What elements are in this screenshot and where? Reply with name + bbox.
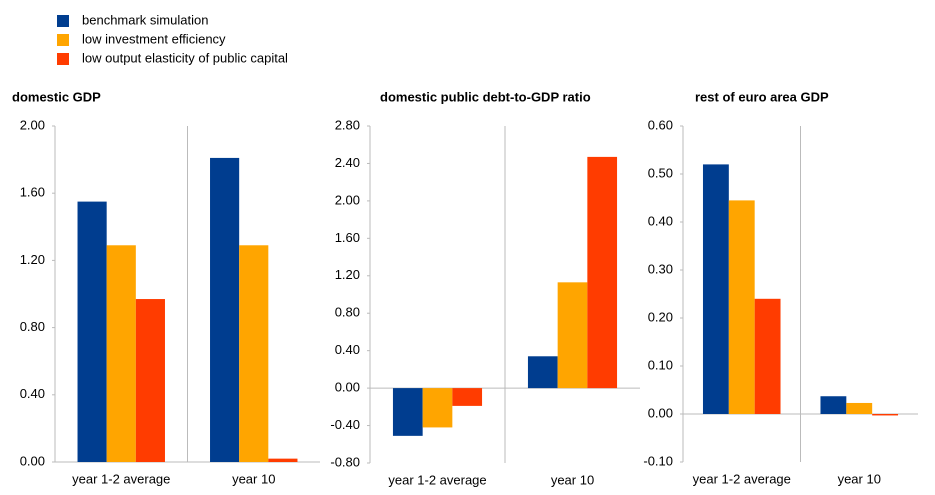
y-tick-label: 0.40 — [20, 386, 45, 401]
bar — [754, 298, 781, 414]
y-tick-label: 1.20 — [20, 252, 45, 267]
legend-swatch — [57, 15, 69, 27]
bar — [846, 402, 873, 414]
bar — [702, 164, 729, 414]
y-tick-label: 0.00 — [648, 405, 673, 420]
bar — [452, 388, 483, 406]
y-tick-label: 0.10 — [648, 357, 673, 372]
y-tick-label: 1.60 — [20, 185, 45, 200]
y-tick-label: 0.30 — [648, 261, 673, 276]
bar — [77, 201, 107, 462]
y-tick-label: 0.60 — [648, 117, 673, 132]
bar — [106, 245, 136, 462]
y-tick-label: 0.80 — [335, 305, 360, 320]
y-tick-label: 0.20 — [648, 309, 673, 324]
y-tick-label: 1.60 — [335, 230, 360, 245]
y-tick-label: 1.20 — [335, 267, 360, 282]
x-tick-label: year 1-2 average — [693, 471, 791, 486]
bar — [210, 157, 240, 463]
bar — [820, 396, 847, 414]
legend-label: low output elasticity of public capital — [82, 50, 288, 65]
x-tick-label: year 1-2 average — [388, 472, 486, 487]
x-tick-label: year 10 — [551, 472, 594, 487]
y-tick-label: 2.40 — [335, 155, 360, 170]
bar — [422, 388, 453, 428]
chart-title: domestic GDP — [12, 89, 101, 104]
y-tick-label: 0.00 — [335, 380, 360, 395]
chart-title: domestic public debt-to-GDP ratio — [380, 89, 591, 104]
legend-label: benchmark simulation — [82, 12, 208, 27]
y-tick-label: 0.50 — [648, 165, 673, 180]
y-tick-label: 2.00 — [20, 117, 45, 132]
bar — [239, 245, 269, 462]
legend-label: low investment efficiency — [82, 31, 226, 46]
bar — [728, 200, 755, 414]
bar — [557, 282, 588, 389]
y-tick-label: -0.10 — [643, 453, 673, 468]
bar — [392, 388, 423, 436]
y-tick-label: 2.00 — [335, 192, 360, 207]
y-tick-label: 0.40 — [335, 342, 360, 357]
x-tick-label: year 10 — [838, 471, 881, 486]
chart-title: rest of euro area GDP — [695, 89, 829, 104]
bar — [527, 356, 558, 389]
y-tick-label: -0.80 — [330, 454, 360, 469]
y-tick-label: -0.40 — [330, 417, 360, 432]
x-tick-label: year 10 — [232, 471, 275, 486]
bar — [587, 156, 618, 389]
bar — [268, 458, 298, 462]
bar — [872, 414, 899, 416]
y-tick-label: 0.40 — [648, 213, 673, 228]
y-tick-label: 0.80 — [20, 319, 45, 334]
bar — [135, 299, 165, 462]
x-tick-label: year 1-2 average — [72, 471, 170, 486]
legend-swatch — [57, 34, 69, 46]
y-tick-label: 0.00 — [20, 453, 45, 468]
y-tick-label: 2.80 — [335, 117, 360, 132]
legend-swatch — [57, 53, 69, 65]
